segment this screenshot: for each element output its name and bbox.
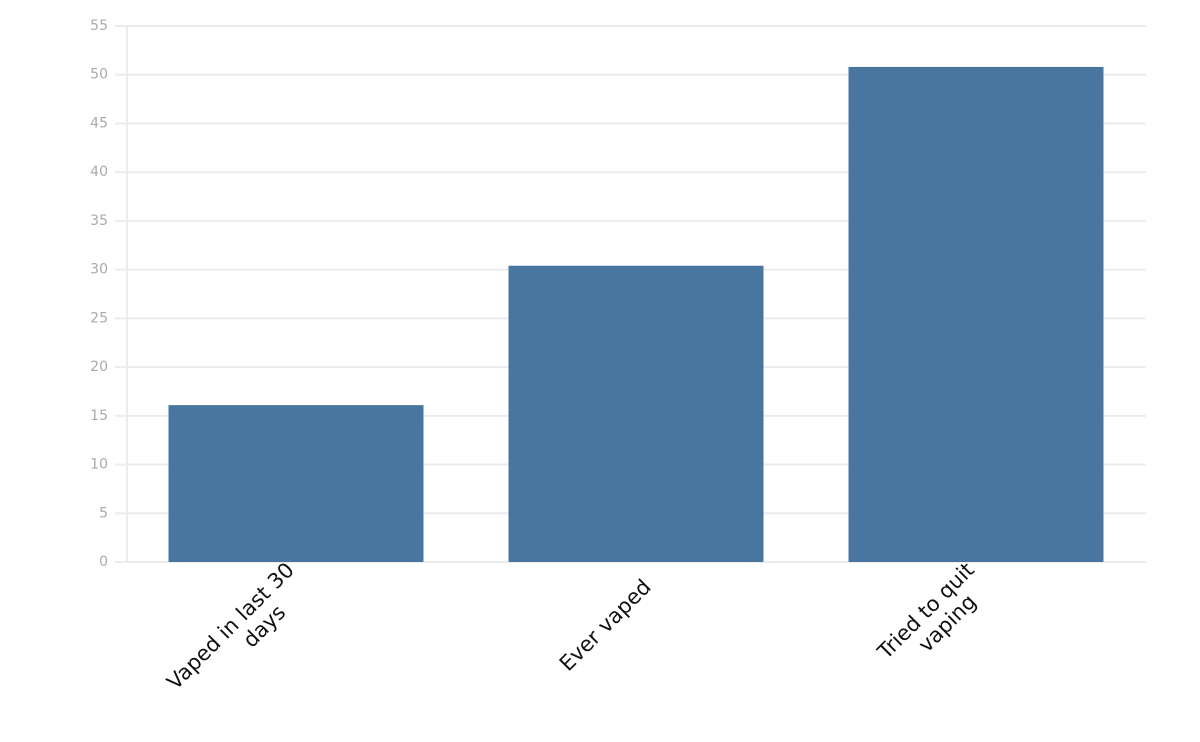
- y-tick-label: 25: [90, 310, 108, 326]
- x-tick-label: Tried to quitvaping: [872, 558, 995, 681]
- bar: [508, 265, 764, 562]
- bar: [168, 405, 424, 562]
- y-tick-label: 10: [90, 457, 108, 473]
- x-tick-label: Vaped in last 30days: [162, 558, 315, 711]
- bar: [848, 66, 1104, 562]
- y-tick-label: 35: [90, 213, 108, 229]
- x-tick-label: Ever vaped: [555, 575, 656, 676]
- y-tick-label: 30: [90, 262, 108, 278]
- y-tick-label: 0: [99, 554, 108, 570]
- y-tick-label: 55: [90, 18, 108, 34]
- y-tick-label: 15: [90, 408, 108, 424]
- y-tick-label: 5: [99, 505, 108, 521]
- y-tick-label: 20: [90, 359, 108, 375]
- y-tick-label: 45: [90, 115, 108, 131]
- y-tick-label: 50: [90, 67, 108, 83]
- y-tick-label: 40: [90, 164, 108, 180]
